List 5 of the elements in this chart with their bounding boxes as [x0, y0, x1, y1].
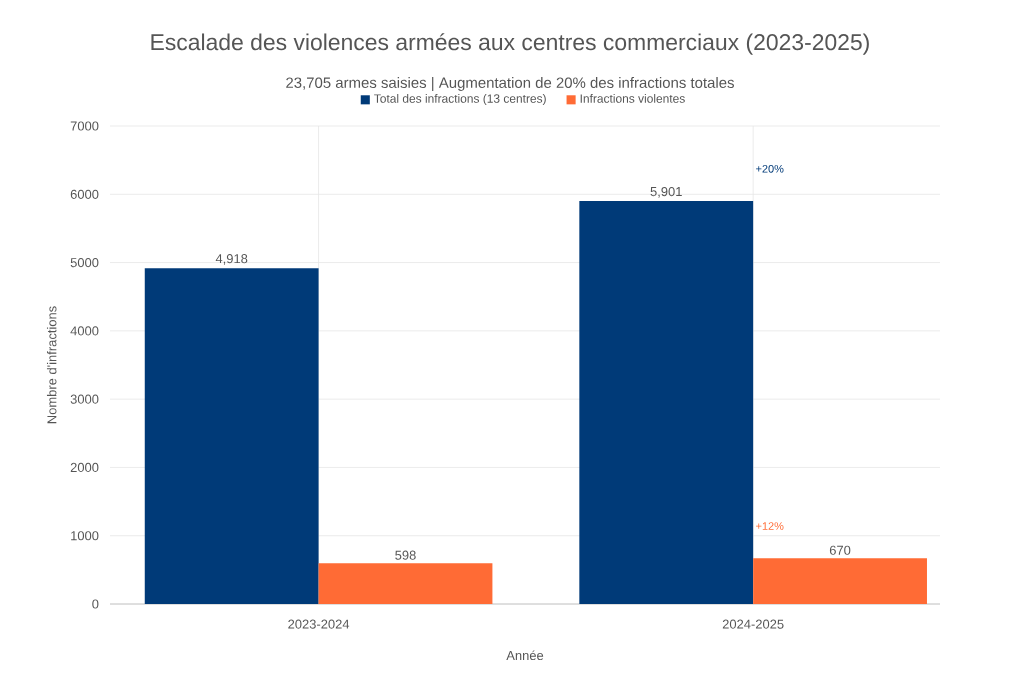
bar	[753, 558, 927, 604]
bar	[318, 563, 493, 604]
chart-title: Escalade des violences armées aux centres commerciaux (2023-2025)	[151, 33, 869, 55]
bar	[579, 201, 754, 604]
bar	[144, 268, 319, 604]
